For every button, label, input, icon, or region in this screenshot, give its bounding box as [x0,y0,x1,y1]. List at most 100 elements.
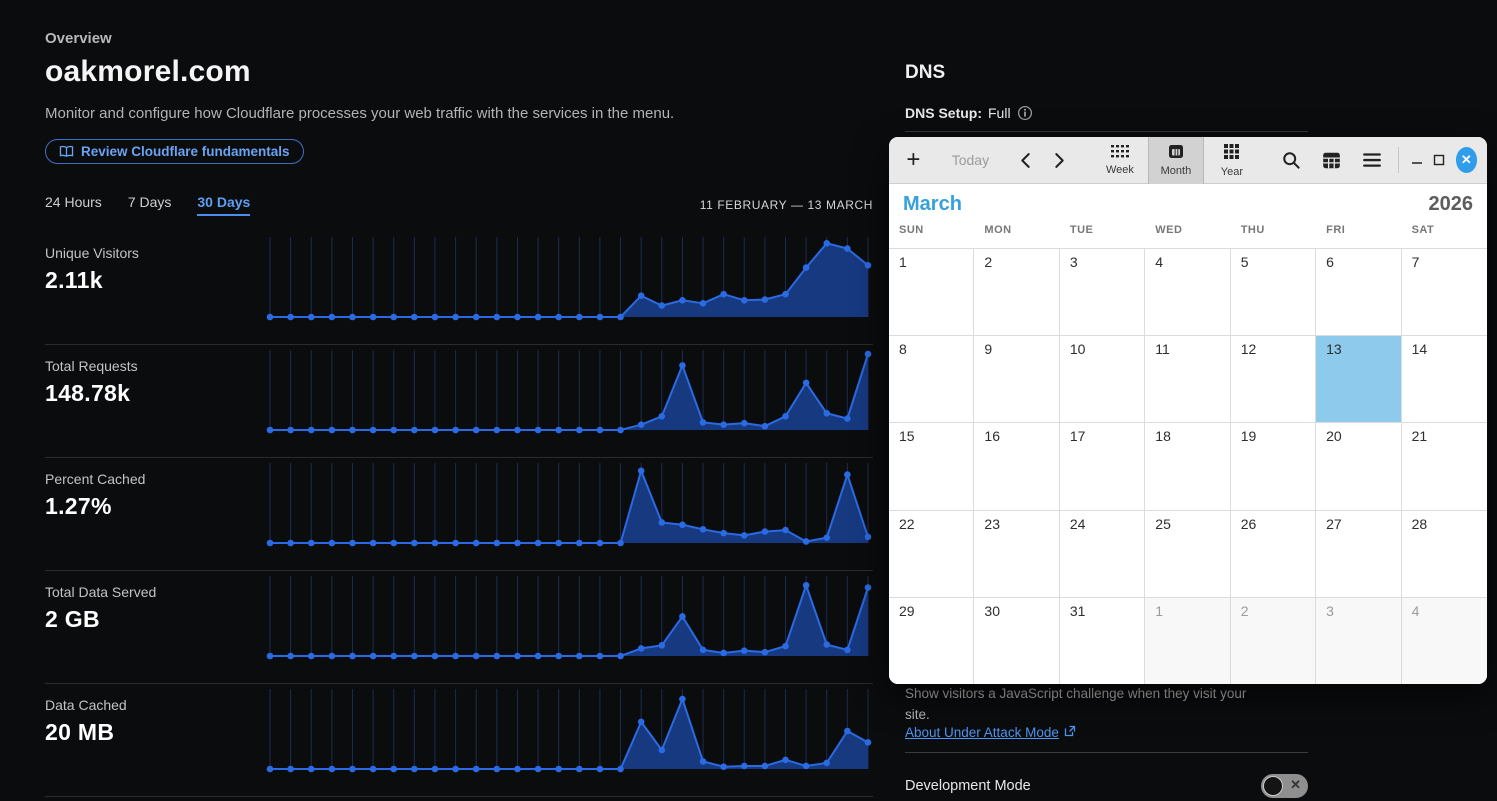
calendar-day[interactable]: 2 [974,248,1060,336]
chart-wrap [265,345,873,457]
metric-value: 20 MB [45,719,115,745]
area-chart-unique-visitors[interactable] [265,234,873,322]
toolbar-separator [1397,147,1399,173]
today-button[interactable]: Today [951,152,990,168]
month-view-button[interactable]: Month [1147,137,1204,184]
month-view-label: Month [1160,164,1192,177]
year-view-icon [1223,143,1240,163]
week-view-button[interactable]: Week [1092,137,1148,184]
calendar-day[interactable]: 9 [974,335,1060,423]
calendar-day[interactable]: 26 [1230,509,1317,597]
calendar-day[interactable]: 25 [1145,509,1231,597]
calendar-day[interactable]: 20 [1316,422,1402,510]
calendar-day[interactable]: 6 [1316,248,1402,336]
dns-divider [905,131,1308,132]
dns-setup-label: DNS Setup: [905,105,982,121]
minimize-button[interactable] [1407,154,1428,166]
previous-month-button[interactable] [1015,152,1036,169]
development-mode-toggle[interactable]: ✕ [1261,774,1308,798]
overview-header: Overview oakmorel.com Monitor and config… [45,30,873,164]
year-view-button[interactable]: Year [1204,137,1260,184]
calendar-day[interactable]: 5 [1230,248,1317,336]
calendar-day[interactable]: 1 [889,248,975,336]
calendar-month-label: March [903,192,962,215]
calendar-day-selected[interactable]: 13 [1316,335,1402,423]
metric-label: Unique Visitors [45,245,139,261]
calendar-toolbar: + Today Week Month Year [889,137,1487,184]
calendar-grid: 1 2 3 4 5 6 7 8 9 10 11 12 13 14 15 16 17 18 19 20 21 22 23 24 2… [889,248,1487,684]
calendar-day[interactable]: 22 [889,509,975,597]
calendar-day[interactable]: 14 [1401,335,1487,422]
calendar-day[interactable]: 12 [1230,335,1317,423]
review-fundamentals-label: Review Cloudflare fundamentals [81,144,290,159]
week-view-label: Week [1105,164,1134,176]
metric-label: Data Cached [45,697,127,713]
mini-calendar-icon[interactable] [1318,151,1346,170]
dns-section-title: DNS [905,62,946,83]
about-under-attack-link[interactable]: About Under Attack Mode [905,725,1076,740]
area-chart-total-requests[interactable] [265,347,873,435]
calendar-day[interactable]: 29 [889,596,975,684]
area-chart-percent-cached[interactable] [265,460,873,548]
calendar-day[interactable]: 24 [1059,509,1146,597]
book-icon [59,145,74,158]
calendar-day-next-month[interactable]: 4 [1401,596,1487,684]
area-chart-total-data-served[interactable] [265,573,873,661]
calendar-day[interactable]: 28 [1401,509,1487,597]
view-switcher: Week Month Year [1092,137,1260,184]
tab-24-hours[interactable]: 24 Hours [45,194,102,210]
calendar-day[interactable]: 18 [1145,422,1231,510]
calendar-day[interactable]: 7 [1401,248,1487,335]
metric-row: Unique Visitors 2.11k [45,232,873,345]
weekday-sun: SUN [899,224,924,236]
info-icon[interactable] [1017,105,1033,121]
external-link-icon [1064,725,1076,740]
close-button[interactable]: ✕ [1455,147,1478,173]
calendar-day[interactable]: 30 [974,596,1060,684]
calendar-day[interactable]: 10 [1059,335,1146,423]
metric-label: Total Requests [45,358,138,374]
calendar-day[interactable]: 23 [974,509,1060,597]
search-icon[interactable] [1278,151,1306,170]
metric-info: Unique Visitors 2.11k [45,232,265,344]
analytics-tabs-row: 24 Hours 7 Days 30 Days 11 FEBRUARY — 13 M… [45,194,873,216]
calendar-day[interactable]: 31 [1059,596,1146,684]
calendar-day[interactable]: 11 [1145,335,1231,423]
calendar-day-next-month[interactable]: 1 [1145,596,1231,684]
overview-eyebrow: Overview [45,30,112,47]
calendar-day[interactable]: 8 [889,335,975,423]
calendar-day[interactable]: 16 [974,422,1060,510]
weekday-fri: FRI [1326,224,1346,236]
about-under-attack-label: About Under Attack Mode [905,725,1059,740]
toggle-knob [1263,776,1283,796]
calendar-window: + Today Week Month Year [889,137,1487,684]
calendar-month-bar: March 2026 [889,184,1487,224]
calendar-day[interactable]: 4 [1145,248,1231,336]
calendar-day[interactable]: 27 [1316,509,1402,597]
dns-setup-row: DNS Setup: Full [905,105,1033,121]
metric-info: Total Data Served 2 GB [45,571,265,683]
calendar-day[interactable]: 15 [889,422,975,510]
calendar-day[interactable]: 19 [1230,422,1317,510]
review-fundamentals-button[interactable]: Review Cloudflare fundamentals [45,139,304,164]
dns-setup-value: Full [988,105,1011,121]
next-month-button[interactable] [1049,152,1070,169]
calendar-day-next-month[interactable]: 2 [1230,596,1317,684]
metric-info: Total Requests 148.78k [45,345,265,457]
calendar-day[interactable]: 17 [1059,422,1146,510]
toggle-off-x-icon: ✕ [1290,777,1301,792]
page-title: oakmorel.com [45,55,251,88]
maximize-button[interactable] [1428,154,1449,166]
calendar-day-next-month[interactable]: 3 [1316,596,1402,684]
new-event-button[interactable]: + [906,146,921,173]
time-range-tabs: 24 Hours 7 Days 30 Days [45,194,251,216]
metric-value: 2 GB [45,606,100,632]
tab-7-days[interactable]: 7 Days [127,194,172,210]
calendar-day[interactable]: 3 [1059,248,1146,336]
menu-icon[interactable] [1358,152,1386,168]
chart-wrap [265,458,873,570]
development-mode-row: Development Mode ✕ [905,774,1308,798]
calendar-day[interactable]: 21 [1401,422,1487,509]
tab-30-days[interactable]: 30 Days [197,194,251,216]
area-chart-data-cached[interactable] [265,686,873,774]
